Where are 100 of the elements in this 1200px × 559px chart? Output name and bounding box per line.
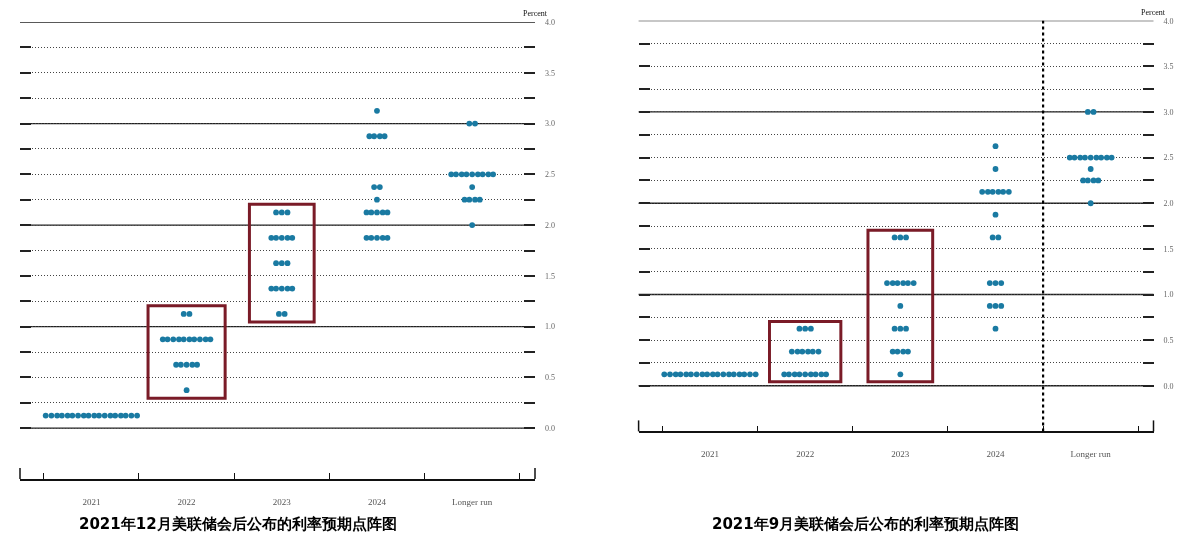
point [91, 412, 98, 419]
point [747, 371, 753, 378]
point [134, 412, 140, 419]
point [992, 303, 999, 309]
point [384, 234, 391, 241]
point [998, 280, 1005, 286]
point [458, 171, 465, 178]
point [207, 336, 214, 343]
point [1082, 154, 1088, 161]
y-axis-title: Percent [523, 9, 548, 18]
point [197, 336, 203, 343]
point [781, 371, 788, 378]
point [374, 196, 380, 203]
point [466, 196, 473, 203]
point [889, 280, 896, 286]
point [794, 348, 801, 355]
y-tick-label: 2.5 [1163, 153, 1174, 163]
point [128, 412, 135, 419]
point [284, 209, 291, 216]
point [96, 412, 102, 419]
x-tick-label: 2021 [700, 448, 719, 459]
point [802, 371, 809, 378]
point [1087, 154, 1094, 161]
point [189, 361, 196, 368]
point [812, 371, 819, 378]
point [469, 171, 476, 178]
point [741, 371, 748, 378]
point [180, 336, 187, 343]
point [894, 348, 901, 355]
point [376, 133, 383, 140]
point [284, 234, 291, 241]
point [1095, 177, 1102, 184]
point [278, 260, 285, 267]
point [799, 348, 806, 355]
x-tick-label: Longer run [1070, 448, 1112, 459]
point [796, 371, 803, 378]
point [273, 285, 279, 292]
point [688, 371, 694, 378]
point [48, 412, 55, 419]
point [183, 361, 190, 368]
point [905, 348, 911, 355]
point [796, 325, 803, 332]
point [42, 412, 49, 419]
point [1066, 154, 1073, 161]
point [183, 387, 190, 394]
point [704, 371, 711, 378]
point [889, 348, 896, 355]
y-tick-label: 3.5 [1163, 62, 1174, 72]
point [177, 361, 184, 368]
point [461, 196, 468, 203]
point [469, 222, 476, 229]
point [281, 311, 288, 317]
point [58, 412, 65, 419]
x-tick-label: 2024 [986, 448, 1006, 459]
point [786, 371, 792, 378]
point [381, 133, 388, 140]
point [714, 371, 721, 378]
y-tick-label: 3.0 [545, 119, 555, 129]
point [823, 371, 829, 378]
point [371, 184, 378, 190]
point [80, 412, 87, 419]
y-tick-label: 0.0 [1163, 381, 1174, 391]
y-tick-label: 1.5 [545, 271, 555, 281]
point [897, 303, 904, 309]
point [474, 171, 481, 178]
y-tick-label: 2.0 [1163, 199, 1174, 209]
point [992, 166, 999, 172]
point [69, 412, 76, 419]
point [374, 234, 380, 241]
point [891, 234, 898, 241]
point [368, 234, 375, 241]
point [202, 336, 209, 343]
point [273, 209, 279, 216]
point [989, 234, 996, 241]
point [191, 336, 198, 343]
y-tick-label: 0.0 [545, 424, 555, 434]
point [667, 371, 673, 378]
point [284, 260, 291, 267]
point [891, 325, 898, 332]
point [273, 234, 279, 241]
point [278, 209, 285, 216]
point [807, 325, 814, 332]
point [1084, 109, 1091, 115]
point [900, 280, 907, 286]
point [992, 143, 999, 150]
point [1098, 154, 1105, 161]
point [995, 188, 1002, 195]
point [180, 311, 187, 317]
point [453, 171, 459, 178]
y-axis-title: Percent [1141, 8, 1166, 17]
point [809, 348, 816, 355]
y-tick-label: 1.5 [1163, 244, 1174, 254]
point [448, 171, 455, 178]
point [693, 371, 700, 378]
x-tick-label: 2021 [82, 496, 101, 507]
point [479, 171, 486, 178]
point [278, 285, 285, 292]
point [897, 325, 904, 332]
point [709, 371, 716, 378]
point [276, 311, 282, 317]
